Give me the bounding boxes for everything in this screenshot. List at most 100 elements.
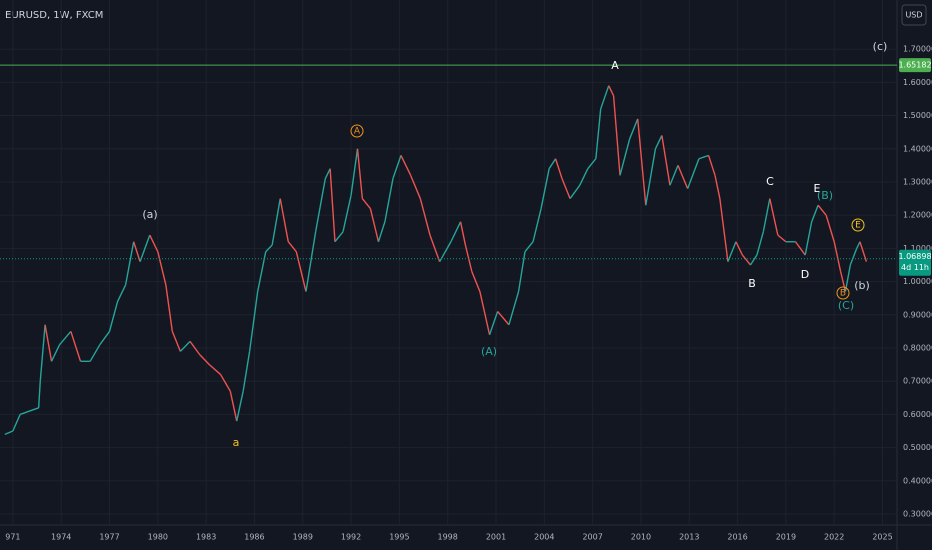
x-tick-label: 1977 <box>99 533 119 542</box>
price-segment <box>314 178 326 232</box>
price-segment <box>471 271 481 292</box>
price-segment <box>777 234 787 243</box>
price-segment <box>157 251 167 286</box>
price-segment <box>89 344 101 362</box>
price-segment <box>165 284 174 332</box>
price-segment <box>698 154 709 160</box>
price-segment <box>189 340 201 356</box>
annotation: (C) <box>838 299 854 312</box>
price-segment <box>124 241 135 286</box>
price-segment <box>488 311 499 335</box>
annotation: D <box>801 268 809 281</box>
price-segment <box>279 198 289 242</box>
price-segment <box>569 184 581 199</box>
price-segment <box>132 241 141 262</box>
x-tick-label: 2019 <box>776 533 796 542</box>
price-segment <box>236 391 244 422</box>
price-segment <box>479 291 491 335</box>
price-segment <box>59 330 72 346</box>
price-segment <box>220 374 231 392</box>
annotation: (b) <box>854 279 870 292</box>
price-segment <box>637 118 647 206</box>
price-segment <box>139 234 151 262</box>
price-segment <box>171 331 182 352</box>
price-segment <box>532 208 542 242</box>
price-segment <box>587 158 597 170</box>
x-tick-label: 2007 <box>582 533 602 542</box>
level-label-box <box>899 58 931 73</box>
price-segment <box>756 231 765 256</box>
price-segment <box>149 234 159 253</box>
price-segment <box>450 221 462 243</box>
annotation-circle <box>836 286 850 300</box>
price-segment <box>12 414 21 432</box>
price-segment <box>707 155 716 176</box>
y-tick-label: 1.20000 <box>903 211 932 220</box>
price-segment <box>561 178 571 199</box>
price-segment <box>329 168 336 242</box>
price-segment <box>242 351 251 392</box>
annotation: E <box>814 182 821 195</box>
price-segment <box>248 291 259 352</box>
annotation: A <box>611 59 619 72</box>
price-segment <box>859 241 868 262</box>
price-segment <box>719 198 729 262</box>
price-segment <box>540 168 550 209</box>
price-segment <box>400 155 412 176</box>
price-segment <box>749 254 758 266</box>
price-segment <box>595 108 602 159</box>
price-segment <box>548 158 557 170</box>
price-segment <box>50 344 61 362</box>
price-segment <box>810 204 819 223</box>
price-segment <box>19 407 39 416</box>
price-segment <box>342 195 352 232</box>
level-label: 1.65182 <box>898 61 931 70</box>
price-segment <box>856 241 861 249</box>
price-segment <box>4 430 14 435</box>
annotation: (B) <box>817 189 833 202</box>
price-segment <box>44 324 53 362</box>
annotation: (A) <box>481 345 497 358</box>
price-segment <box>37 381 41 408</box>
price-segment <box>508 291 520 325</box>
annotation: B <box>840 289 846 299</box>
price-segment <box>361 198 371 209</box>
annotation: (c) <box>873 40 888 53</box>
last-price-box <box>899 249 931 276</box>
annotation: a <box>233 436 240 449</box>
price-segment <box>271 198 281 246</box>
price-segment <box>677 165 689 189</box>
price-segment <box>39 324 46 382</box>
price-segment <box>608 85 615 96</box>
annotation: C <box>766 175 774 188</box>
annotation: E <box>855 221 861 231</box>
price-segment <box>849 248 858 266</box>
price-segment <box>199 354 210 366</box>
price-segment <box>629 118 639 140</box>
x-tick-label: 1998 <box>438 533 458 542</box>
price-segment <box>265 244 273 253</box>
price-segment <box>686 158 700 189</box>
x-tick-label: 1986 <box>244 533 264 542</box>
currency-label[interactable]: USD <box>905 11 922 20</box>
y-tick-label: 0.90000 <box>903 310 932 319</box>
currency-button[interactable] <box>901 4 927 26</box>
price-segment <box>517 251 526 292</box>
price-segment <box>99 330 111 346</box>
price-segment <box>108 301 119 332</box>
x-tick-label: 1989 <box>293 533 313 542</box>
countdown-label: 4d 11h <box>901 263 929 272</box>
price-segment <box>619 138 631 176</box>
price-segment <box>377 221 386 242</box>
